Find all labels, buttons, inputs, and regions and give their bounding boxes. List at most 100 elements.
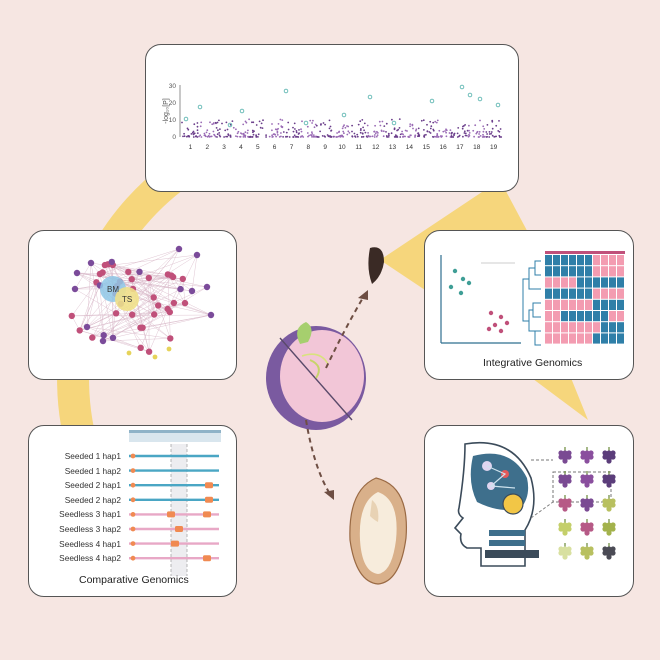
gwas-point [478,131,481,133]
integrative-graphics [440,251,625,346]
gwas-point [482,135,485,138]
gwas-point [292,136,294,138]
gwas-point [458,134,461,137]
network-edge [74,288,141,328]
gwas-point [488,133,491,135]
heatmap-cell [561,322,568,333]
arrow-to-seed-trace [325,295,365,369]
network-edge [180,254,198,290]
network-edge [172,276,193,292]
gwas-point [348,132,351,134]
gwas-point [287,128,290,131]
grape-cut-line [279,337,353,421]
chromosome-label: 7 [290,144,294,151]
hub-ts-label: TS [122,295,132,304]
gwas-point [382,130,385,133]
network-edge [79,285,101,331]
gwas-point [287,121,290,124]
robot-joint-icon [502,493,524,515]
gwas-point [265,136,267,138]
network-node [68,312,75,320]
chromosome-label: 10 [338,144,346,151]
chromosome-label: 4 [239,144,243,151]
grape-cluster-icon [580,447,594,464]
gwas-point [280,125,283,128]
y-axis-label: -log₁₀[P] [163,98,170,124]
gwas-points [181,84,503,138]
gwas-point [218,119,220,122]
grape-cluster-icon [580,519,594,536]
gwas-point [311,122,313,124]
arrow-to-seed [305,419,331,495]
pca-point [504,320,510,326]
network-node [145,348,153,355]
heatmap-cell [585,255,592,266]
gwas-point [498,120,500,122]
heatmap-cell [577,255,584,266]
gwas-point [406,130,408,132]
network-leaf-node [166,346,172,352]
gwas-point [491,127,494,130]
brain-circuit [486,465,516,489]
gwas-point [226,128,229,131]
network-edge [112,254,198,266]
gwas-point [193,132,196,135]
heatmap-cell [569,311,576,322]
heatmap-cell [609,255,616,266]
heatmap-cell [593,299,600,310]
gwas-point [359,129,362,131]
gwas-point [317,136,320,138]
gwas-point [351,135,354,138]
network-node [207,311,215,319]
gwas-point [374,124,376,127]
network-node [96,270,104,278]
grape-cluster-icon [558,471,572,488]
gwas-point [280,135,282,138]
gwas-point [347,125,350,128]
gwas-point [229,134,232,137]
gwas-point [396,129,398,132]
gwas-point [479,119,481,122]
gwas-point [245,121,248,124]
chromosome-label: 6 [273,144,277,151]
gwas-point [342,125,345,128]
gwas-point [322,122,325,124]
gwas-point [445,128,447,131]
gwas-point [340,134,343,137]
gwas-point [414,134,417,137]
heatmap-cell [553,277,560,288]
gwas-point [293,134,296,137]
heatmap-cell [593,255,600,266]
gwas-hit [341,112,347,118]
chromosome-label: 8 [306,144,310,151]
gwas-point [323,135,326,138]
gwas-point [357,123,360,126]
heatmap-cell [561,299,568,310]
gwas-point [430,125,433,128]
arrow-head-icon [358,290,368,300]
robot-neck-bar [489,540,525,546]
heatmap-cell [569,322,576,333]
gwas-point [483,128,486,130]
dendrogram [522,260,541,346]
gwas-point [206,129,209,132]
highlight-region [171,444,187,576]
grape-cluster-icon [558,543,572,560]
variant-block [205,496,213,503]
gwas-point [315,124,318,127]
network-edge [132,274,169,315]
haplotype-tracks [129,430,221,576]
gwas-point [311,131,313,134]
gwas-point [235,135,237,137]
gwas-point [403,135,405,138]
grape-cluster-icon [602,447,616,464]
heatmap-cell [561,288,568,299]
heatmap-cell [553,299,560,310]
gwas-point [457,127,460,129]
network-edge [167,248,180,275]
gwas-point [183,132,185,135]
network-edge [86,303,121,328]
gwas-point [203,132,206,135]
heatmap-cell [601,277,608,288]
network-node [71,285,79,293]
